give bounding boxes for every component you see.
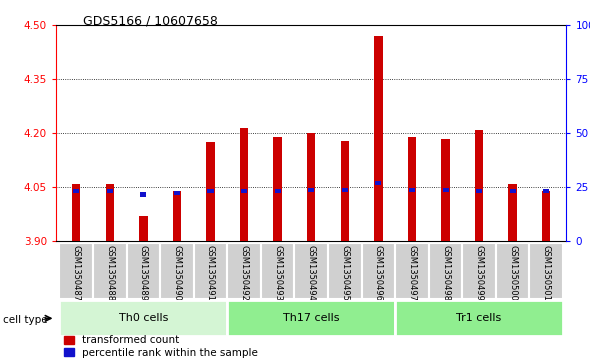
Text: cell type: cell type xyxy=(3,315,48,325)
Bar xyxy=(409,188,415,192)
Bar xyxy=(174,191,180,195)
Bar xyxy=(173,191,181,241)
Bar xyxy=(73,189,79,193)
Text: GSM1350493: GSM1350493 xyxy=(273,245,282,301)
Bar xyxy=(342,188,348,192)
Bar xyxy=(106,184,114,241)
Bar xyxy=(374,36,382,241)
Bar xyxy=(395,300,563,336)
Text: GSM1350497: GSM1350497 xyxy=(408,245,417,301)
Bar xyxy=(543,189,549,193)
Bar xyxy=(160,243,194,299)
Bar xyxy=(241,189,247,193)
Bar xyxy=(261,243,294,299)
Text: GSM1350494: GSM1350494 xyxy=(307,245,316,301)
Text: Th17 cells: Th17 cells xyxy=(283,313,339,323)
Bar xyxy=(273,137,282,241)
Bar xyxy=(328,243,362,299)
Text: GSM1350498: GSM1350498 xyxy=(441,245,450,301)
Bar xyxy=(206,142,215,241)
Text: GSM1350488: GSM1350488 xyxy=(105,245,114,301)
Bar xyxy=(294,243,328,299)
Bar xyxy=(140,192,146,197)
Text: GSM1350495: GSM1350495 xyxy=(340,245,349,301)
Text: GSM1350489: GSM1350489 xyxy=(139,245,148,301)
Text: GSM1350487: GSM1350487 xyxy=(72,245,81,301)
Bar xyxy=(362,243,395,299)
Bar xyxy=(510,189,516,193)
Bar xyxy=(307,133,316,241)
Bar xyxy=(308,188,314,192)
Bar xyxy=(60,300,227,336)
Text: Tr1 cells: Tr1 cells xyxy=(457,313,502,323)
Bar xyxy=(496,243,529,299)
Bar xyxy=(127,243,160,299)
Bar xyxy=(395,243,429,299)
Bar xyxy=(441,139,450,241)
Bar xyxy=(442,188,448,192)
Bar xyxy=(340,140,349,241)
Bar xyxy=(509,184,517,241)
Text: Th0 cells: Th0 cells xyxy=(119,313,168,323)
Bar xyxy=(375,181,381,185)
Bar xyxy=(476,189,482,193)
Text: GSM1350499: GSM1350499 xyxy=(474,245,484,301)
Bar xyxy=(72,184,80,241)
Bar xyxy=(139,216,148,241)
Bar xyxy=(227,300,395,336)
Bar xyxy=(529,243,563,299)
Text: GSM1350491: GSM1350491 xyxy=(206,245,215,301)
Bar xyxy=(208,189,214,193)
Text: GSM1350490: GSM1350490 xyxy=(172,245,181,301)
Text: GSM1350492: GSM1350492 xyxy=(240,245,248,301)
Bar xyxy=(475,130,483,241)
Bar xyxy=(194,243,227,299)
Bar xyxy=(463,243,496,299)
Text: GDS5166 / 10607658: GDS5166 / 10607658 xyxy=(83,15,218,28)
Bar xyxy=(60,243,93,299)
Bar xyxy=(227,243,261,299)
Text: GSM1350500: GSM1350500 xyxy=(508,245,517,301)
Bar xyxy=(240,128,248,241)
Text: GSM1350501: GSM1350501 xyxy=(542,245,550,301)
Bar xyxy=(107,189,113,193)
Bar xyxy=(93,243,127,299)
Bar xyxy=(408,137,416,241)
Legend: transformed count, percentile rank within the sample: transformed count, percentile rank withi… xyxy=(64,335,258,358)
Text: GSM1350496: GSM1350496 xyxy=(374,245,383,301)
Bar xyxy=(274,189,281,193)
Bar xyxy=(542,191,550,241)
Bar xyxy=(429,243,463,299)
